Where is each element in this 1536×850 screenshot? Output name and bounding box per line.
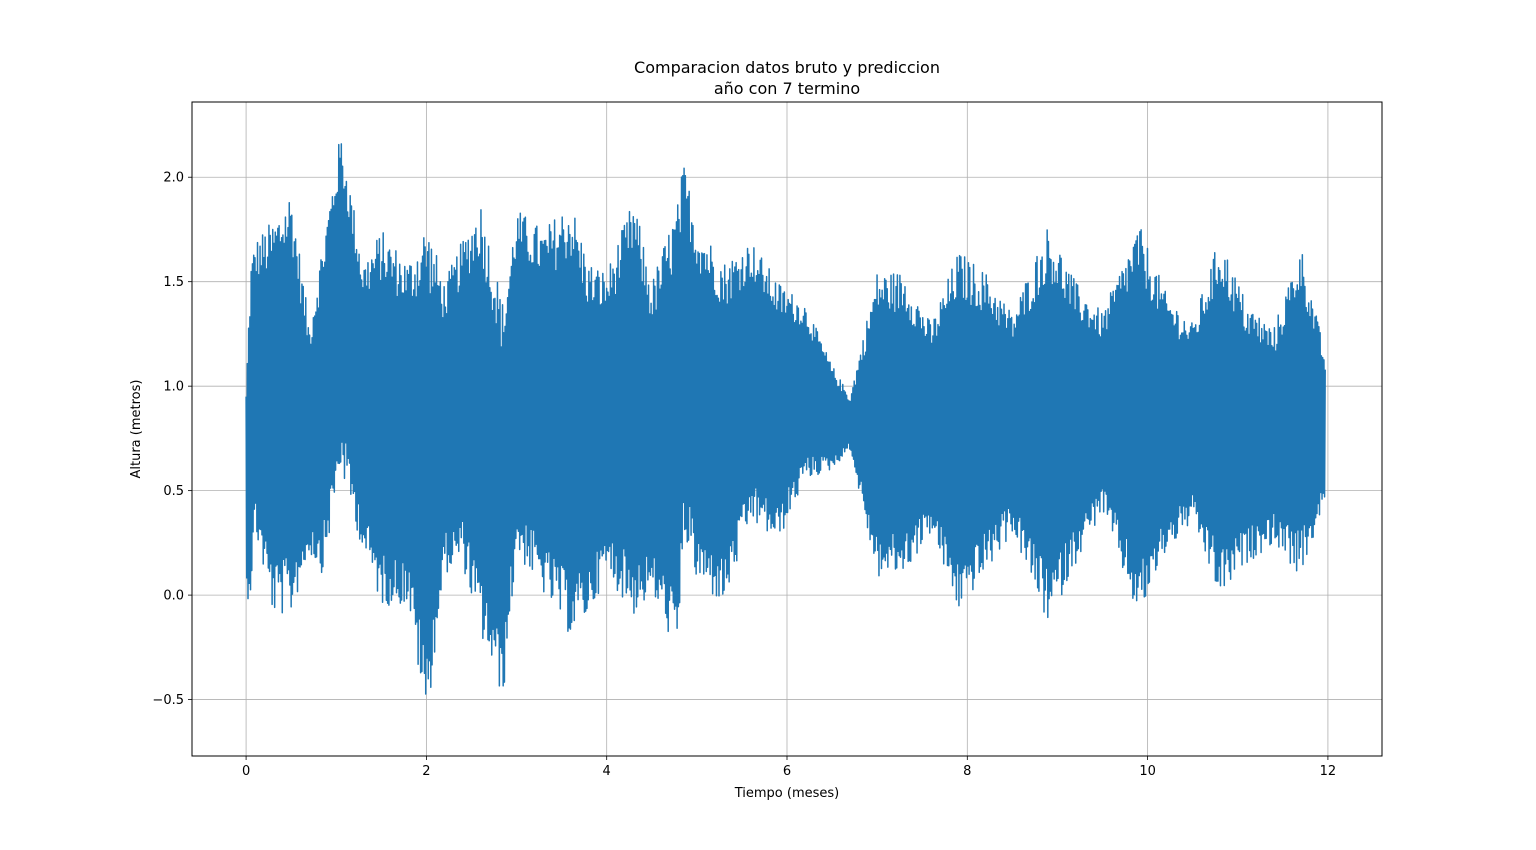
x-tick-label: 0 [242, 764, 250, 779]
y-tick-label: 0.5 [163, 484, 184, 499]
y-tick-label: 1.0 [163, 380, 184, 395]
x-tick-label: 10 [1139, 764, 1156, 779]
y-tick-label: 1.5 [163, 275, 184, 290]
chart-title-line1: Comparacion datos bruto y prediccion [634, 58, 940, 77]
plot-area [245, 143, 1326, 695]
y-axis-ticks: −0.5 0.0 0.5 1.0 1.5 2.0 [152, 171, 192, 708]
x-tick-label: 12 [1320, 764, 1337, 779]
y-tick-label: −0.5 [152, 693, 184, 708]
series-line [245, 143, 1326, 695]
chart-title-line2: año con 7 termino [714, 79, 860, 98]
x-tick-label: 8 [963, 764, 971, 779]
x-tick-label: 6 [783, 764, 791, 779]
y-tick-label: 2.0 [163, 171, 184, 186]
x-axis-label: Tiempo (meses) [734, 786, 840, 801]
y-axis-label: Altura (metros) [129, 380, 144, 479]
x-axis-ticks: 0 2 4 6 8 10 12 [242, 756, 1336, 779]
x-tick-label: 4 [603, 764, 611, 779]
y-tick-label: 0.0 [163, 589, 184, 604]
x-tick-label: 2 [422, 764, 430, 779]
